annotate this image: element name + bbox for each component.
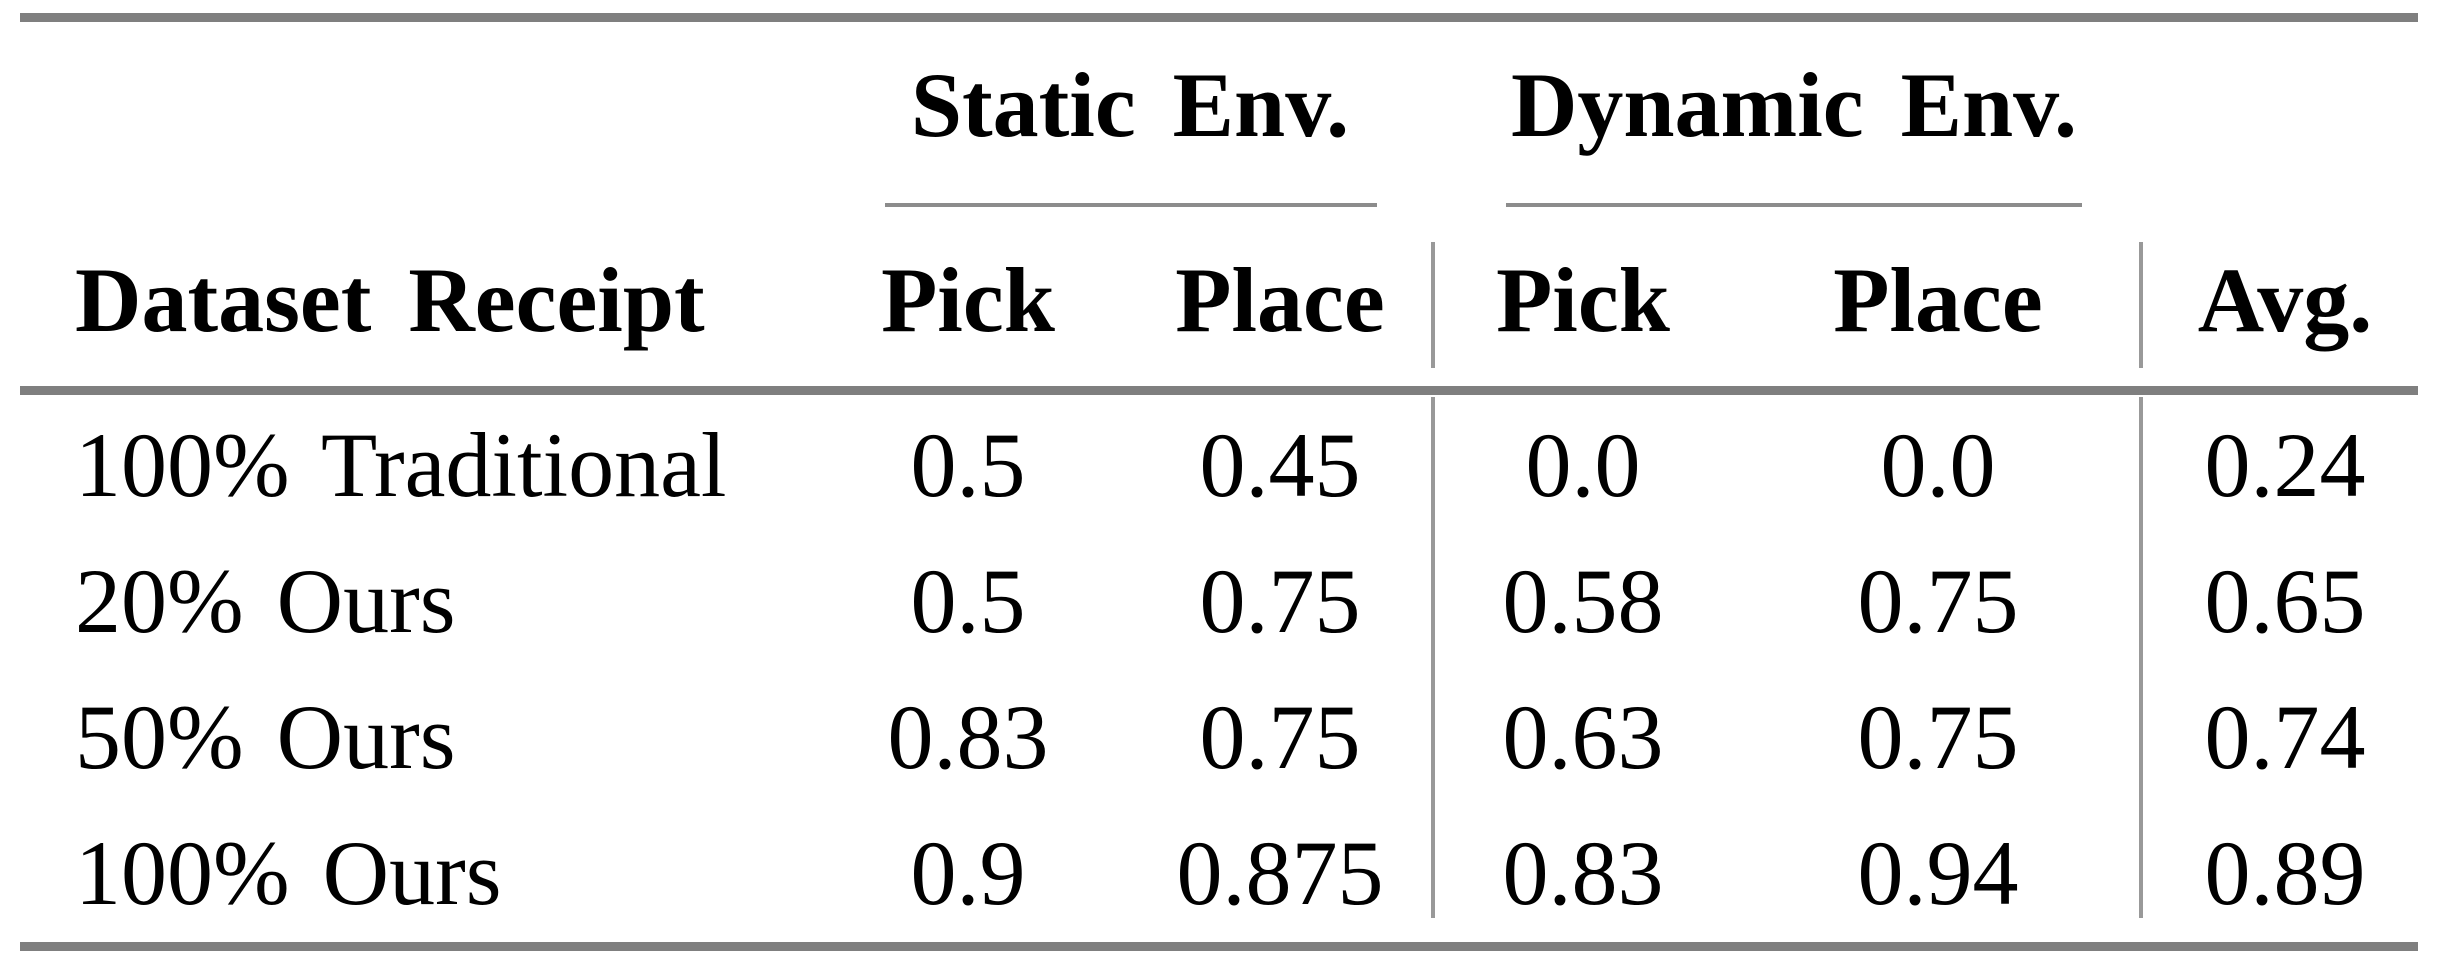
col-header-dynamic-pick: Pick (1496, 249, 1670, 351)
cell-dynamic-place: 0.75 (1857, 686, 2019, 788)
cell-static-place: 0.75 (1199, 550, 1361, 652)
bottom-rule (20, 942, 2418, 951)
group-header-row: Static Env. Dynamic Env. (0, 40, 2440, 170)
cell-static-place: 0.875 (1176, 822, 1384, 924)
col-header-dataset-receipt: Dataset Receipt (75, 249, 705, 351)
group-header-static-env: Static Env. (910, 54, 1350, 156)
table-row: 20% Ours 0.5 0.75 0.58 0.75 0.65 (0, 533, 2440, 669)
col-header-dynamic-place: Place (1833, 249, 2043, 351)
col-header-static-place: Place (1175, 249, 1385, 351)
vertical-rule-dynamic-avg-header (2139, 242, 2143, 368)
cell-static-pick: 0.83 (887, 686, 1049, 788)
vertical-rule-static-dynamic-header (1431, 242, 1435, 368)
cell-avg: 0.65 (2204, 550, 2366, 652)
cell-dynamic-pick: 0.0 (1525, 414, 1641, 516)
vertical-rule-dynamic-avg-body (2139, 397, 2143, 918)
cell-dynamic-place: 0.0 (1880, 414, 1996, 516)
top-rule (20, 13, 2418, 22)
cell-dynamic-pick: 0.58 (1502, 550, 1664, 652)
cell-dynamic-place: 0.94 (1857, 822, 2019, 924)
cell-dataset-receipt: 50% Ours (75, 686, 456, 788)
table-row: 50% Ours 0.83 0.75 0.63 0.75 0.74 (0, 669, 2440, 805)
cell-dataset-receipt: 100% Ours (75, 822, 502, 924)
cmidrule-dynamic-env (1506, 203, 2082, 207)
cell-avg: 0.74 (2204, 686, 2366, 788)
cell-dynamic-pick: 0.63 (1502, 686, 1664, 788)
cmidrule-static-env (885, 203, 1377, 207)
col-header-avg: Avg. (2197, 249, 2373, 351)
cell-avg: 0.24 (2204, 414, 2366, 516)
cell-avg: 0.89 (2204, 822, 2366, 924)
table-row: 100% Ours 0.9 0.875 0.83 0.94 0.89 (0, 805, 2440, 941)
vertical-rule-static-dynamic-body (1431, 397, 1435, 918)
cell-static-place: 0.45 (1199, 414, 1361, 516)
cell-dataset-receipt: 20% Ours (75, 550, 456, 652)
cell-static-pick: 0.5 (910, 414, 1026, 516)
cell-dynamic-pick: 0.83 (1502, 822, 1664, 924)
cell-dynamic-place: 0.75 (1857, 550, 2019, 652)
table-row: 100% Traditional 0.5 0.45 0.0 0.0 0.24 (0, 397, 2440, 533)
cell-static-pick: 0.5 (910, 550, 1026, 652)
group-header-dynamic-env: Dynamic Env. (1510, 54, 2078, 156)
cell-static-place: 0.75 (1199, 686, 1361, 788)
mid-rule (20, 386, 2418, 395)
column-header-row: Dataset Receipt Pick Place Pick Place Av… (0, 230, 2440, 370)
cell-static-pick: 0.9 (910, 822, 1026, 924)
col-header-static-pick: Pick (881, 249, 1055, 351)
cell-dataset-receipt: 100% Traditional (75, 414, 727, 516)
